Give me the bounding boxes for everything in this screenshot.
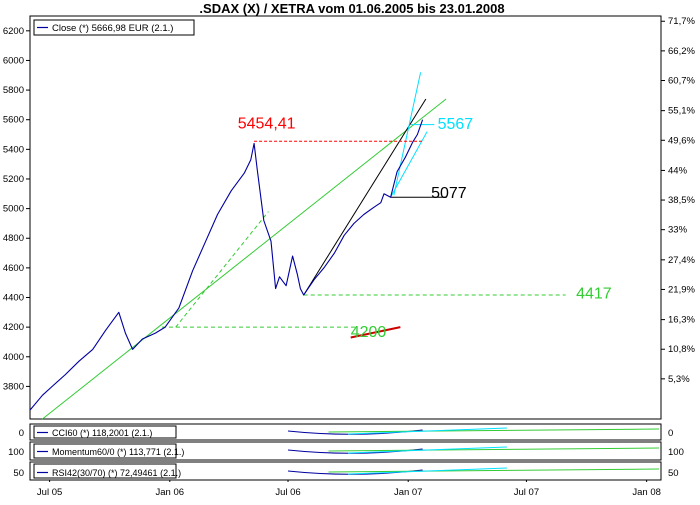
legend-box — [33, 19, 195, 36]
level-label-4200: 4200 — [351, 324, 387, 341]
x-axis: Jul 05 Jan 06 Jul 06 Jan 07 Jul 07 Jan 08 — [37, 478, 661, 498]
indicator-panels: 0 0 CCI60 (*) 118,2001 (2.1.) 100 100 Momentu… — [8, 423, 684, 481]
indicator-right-tick-label: 50 — [668, 468, 679, 479]
indicator-legend-label: CCI60 (*) 118,2001 (2.1.) — [52, 428, 152, 438]
close-price-line — [29, 119, 424, 411]
x-tick-label: Jan 06 — [156, 487, 185, 498]
y-right-tick-label: 21,9% — [668, 284, 695, 295]
support-trendline-dashed — [175, 211, 269, 328]
y-left-tick-label: 6200 — [3, 26, 24, 37]
level-label-4417: 4417 — [576, 286, 612, 303]
y-left-tick-label: 6000 — [3, 55, 24, 66]
x-tick-label: Jul 07 — [514, 487, 539, 498]
level-label-5077: 5077 — [431, 185, 467, 202]
indicator-right-tick-label: 0 — [668, 428, 673, 439]
y-right-tick-label: 38,5% — [668, 195, 695, 206]
y-right-tick-label: 27,4% — [668, 255, 695, 266]
indicator-left-tick-label: 50 — [13, 468, 24, 479]
series-layer — [29, 119, 424, 411]
indicator-trendline-cyan — [348, 427, 507, 435]
y-left-tick-label: 5200 — [3, 174, 24, 185]
x-tick-label: Jan 07 — [394, 487, 423, 498]
y-right-tick-label: 71,7% — [668, 16, 695, 27]
y-right-tick-label: 60,7% — [668, 75, 695, 86]
left-axis: 3800 4000 4200 4400 4600 4800 5000 5200 5400 5600… — [3, 26, 30, 392]
indicator-trendline-green — [328, 447, 660, 452]
level-label-5454-41: 5454,41 — [238, 116, 296, 133]
right-axis: 71,7% 66,2% 60,7% 55,1% 49,6% 44% 38,5% 33% 27,4… — [661, 16, 695, 385]
chart-title: .SDAX (X) / XETRA vom 01.06.2005 bis 23.… — [199, 1, 504, 16]
indicator-trendline-green — [328, 428, 660, 433]
y-right-tick-label: 55,1% — [668, 106, 695, 117]
indicator-panel-frame — [29, 461, 662, 481]
indicator-trendline-cyan — [348, 446, 507, 454]
y-left-tick-label: 5600 — [3, 115, 24, 126]
y-left-tick-label: 4200 — [3, 322, 24, 333]
indicator-trendline-cyan — [348, 467, 507, 475]
x-tick-label: Jul 05 — [37, 487, 62, 498]
steep-trendline-upper — [393, 72, 422, 196]
y-left-tick-label: 4000 — [3, 352, 24, 363]
y-right-tick-label: 49,6% — [668, 135, 695, 146]
level-4200-trend-arrow — [350, 326, 401, 339]
y-left-tick-label: 4600 — [3, 263, 24, 274]
y-right-tick-label: 16,3% — [668, 315, 695, 326]
indicator-legend-label: RSI42(30/70) (*) 72,49461 (2.1.) — [52, 468, 181, 478]
indicator-trendline-green — [328, 468, 660, 473]
support-trendline-long — [42, 98, 447, 420]
y-left-tick-label: 5000 — [3, 204, 24, 215]
indicator-legend-box — [33, 463, 177, 479]
y-right-tick-label: 33% — [668, 225, 688, 236]
indicator-legend-label: Momentum60/0 (*) 113,771 (2.1.) — [52, 447, 184, 457]
main-plot-frame — [29, 15, 662, 420]
y-right-tick-label: 44% — [668, 165, 688, 176]
indicator-right-tick-label: 100 — [668, 447, 684, 458]
y-right-tick-label: 5,3% — [668, 374, 690, 385]
level-labels: 5454,41 5567 5077 4417 4200 — [238, 116, 612, 341]
indicator-left-tick-label: 0 — [19, 428, 24, 439]
indicator-legend-box — [33, 443, 177, 459]
support-trendline-short — [303, 98, 427, 296]
steep-trendline-lower — [390, 131, 428, 198]
y-left-tick-label: 5800 — [3, 85, 24, 96]
x-tick-label: Jan 08 — [632, 487, 661, 498]
overlay-lines — [42, 72, 566, 420]
y-left-tick-label: 5400 — [3, 144, 24, 155]
indicator-left-tick-label: 100 — [8, 447, 24, 458]
indicator-legend-box — [33, 425, 177, 439]
legend-label: Close (*) 5666,98 EUR (2.1.) — [52, 23, 173, 34]
y-right-tick-label: 10,8% — [668, 344, 695, 355]
y-left-tick-label: 3800 — [3, 381, 24, 392]
y-left-tick-label: 4400 — [3, 293, 24, 304]
y-left-tick-label: 4800 — [3, 233, 24, 244]
level-label-5567: 5567 — [438, 116, 474, 133]
x-tick-label: Jul 06 — [275, 487, 300, 498]
y-right-tick-label: 66,2% — [668, 46, 695, 57]
